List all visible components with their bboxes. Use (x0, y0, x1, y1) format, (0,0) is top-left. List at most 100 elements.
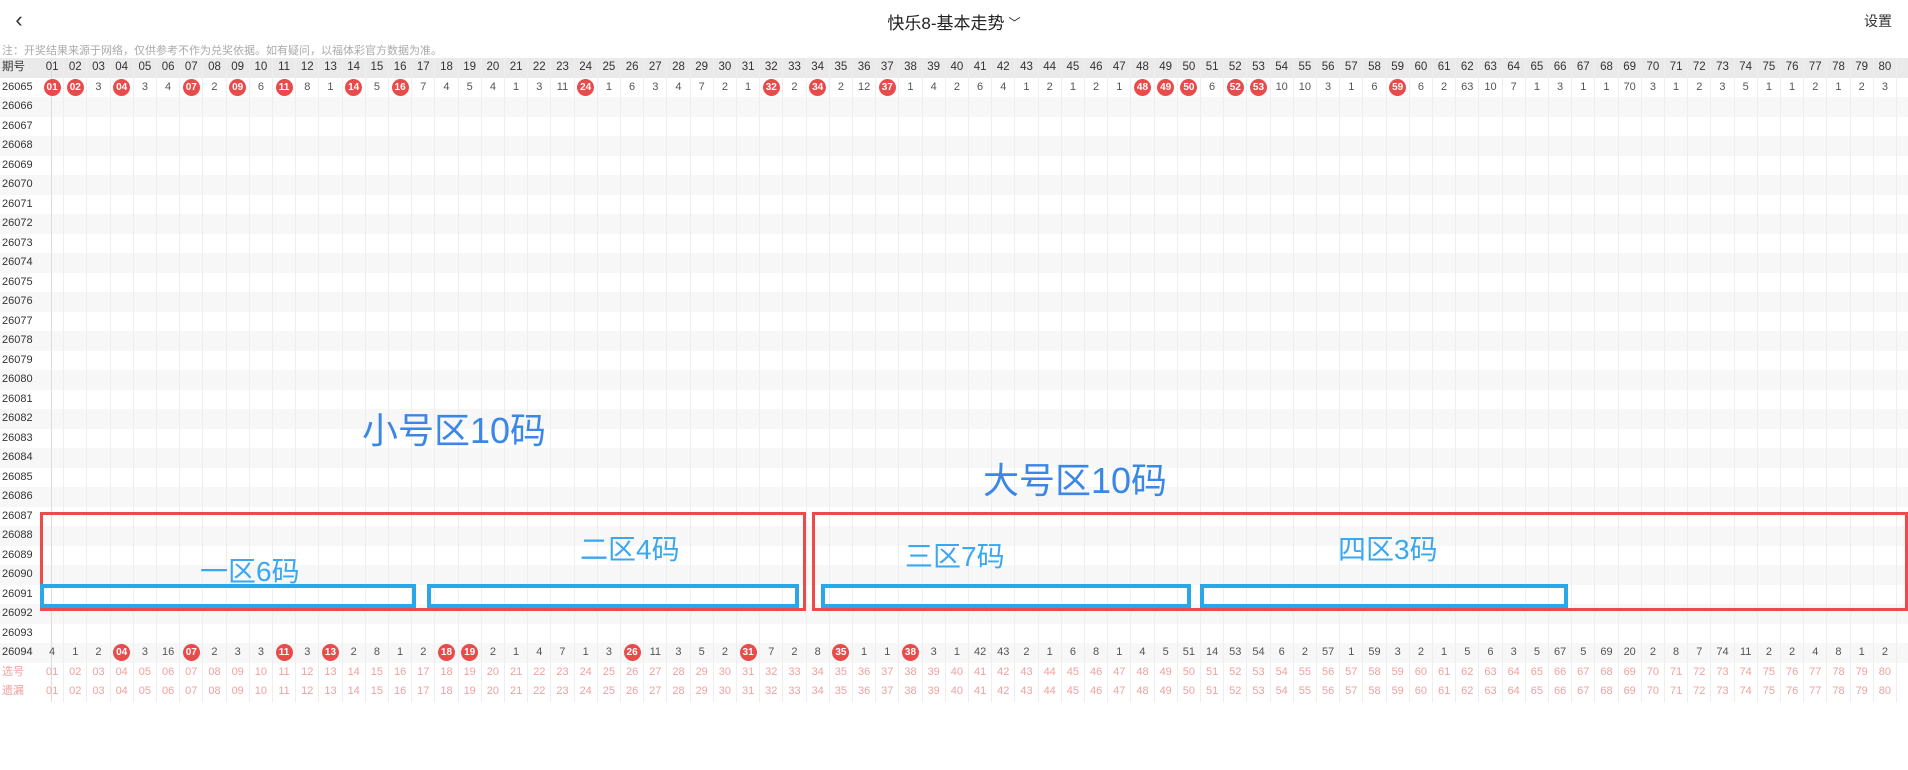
number-header-cell[interactable]: 74 (1735, 58, 1758, 78)
number-header-cell[interactable]: 76 (1781, 58, 1805, 78)
select-number-cell[interactable]: 56 (1317, 662, 1341, 682)
select-number-cell[interactable]: 24 (575, 682, 598, 702)
number-header-cell[interactable]: 02 (64, 58, 88, 78)
select-number-cell[interactable]: 71 (1665, 682, 1689, 702)
number-header-cell[interactable]: 42 (992, 58, 1016, 78)
number-header-cell[interactable]: 50 (1178, 58, 1201, 78)
select-number-cell[interactable]: 66 (1549, 662, 1573, 682)
select-number-cell[interactable]: 33 (783, 662, 807, 682)
select-number-cell[interactable]: 04 (111, 682, 134, 702)
back-button[interactable]: ‹ (6, 7, 32, 33)
number-header-cell[interactable]: 19 (459, 58, 482, 78)
select-number-cell[interactable]: 74 (1735, 662, 1758, 682)
select-number-cell[interactable]: 63 (1479, 682, 1503, 702)
select-number-cell[interactable]: 48 (1131, 662, 1155, 682)
select-number-cell[interactable]: 42 (992, 682, 1016, 702)
select-number-cell[interactable]: 50 (1178, 682, 1201, 702)
number-header-cell[interactable]: 07 (180, 58, 204, 78)
select-number-cell[interactable]: 44 (1039, 682, 1062, 702)
select-number-cell[interactable]: 79 (1851, 682, 1874, 702)
number-header-cell[interactable]: 37 (876, 58, 900, 78)
select-number-cell[interactable]: 54 (1271, 662, 1294, 682)
select-number-cell[interactable]: 59 (1387, 662, 1410, 682)
select-number-cell[interactable]: 19 (459, 682, 482, 702)
select-number-cell[interactable]: 04 (111, 662, 134, 682)
select-number-cell[interactable]: 60 (1410, 682, 1433, 702)
number-header-cell[interactable]: 47 (1108, 58, 1132, 78)
number-header-cell[interactable]: 48 (1131, 58, 1155, 78)
select-number-cell[interactable]: 45 (1062, 682, 1085, 702)
number-header-cell[interactable]: 57 (1340, 58, 1364, 78)
select-number-cell[interactable]: 16 (389, 682, 413, 702)
select-number-cell[interactable]: 29 (691, 682, 714, 702)
number-header-cell[interactable]: 46 (1085, 58, 1109, 78)
number-header-cell[interactable]: 73 (1711, 58, 1735, 78)
select-number-cell[interactable]: 51 (1201, 662, 1225, 682)
number-header-cell[interactable]: 53 (1247, 58, 1271, 78)
select-number-cell[interactable]: 12 (296, 682, 320, 702)
select-number-cell[interactable]: 80 (1874, 662, 1897, 682)
select-number-cell[interactable]: 67 (1572, 662, 1596, 682)
select-number-cell[interactable]: 05 (134, 682, 157, 702)
select-number-cell[interactable]: 45 (1062, 662, 1085, 682)
number-header-cell[interactable]: 17 (412, 58, 436, 78)
number-header-cell[interactable]: 23 (551, 58, 575, 78)
select-number-cell[interactable]: 26 (621, 662, 645, 682)
number-header-cell[interactable]: 72 (1688, 58, 1712, 78)
number-header-cell[interactable]: 70 (1642, 58, 1665, 78)
select-number-cell[interactable]: 16 (389, 662, 413, 682)
select-number-cell[interactable]: 26 (621, 682, 645, 702)
select-number-cell[interactable]: 52 (1224, 682, 1248, 702)
number-header-cell[interactable]: 25 (598, 58, 621, 78)
select-number-cell[interactable]: 41 (969, 682, 993, 702)
select-number-cell[interactable]: 32 (760, 682, 784, 702)
select-number-cell[interactable]: 07 (180, 662, 204, 682)
select-number-cell[interactable]: 55 (1294, 682, 1317, 702)
select-number-cell[interactable]: 46 (1085, 682, 1109, 702)
select-number-cell[interactable]: 09 (227, 662, 250, 682)
select-number-cell[interactable]: 22 (528, 662, 552, 682)
number-header-cell[interactable]: 75 (1758, 58, 1781, 78)
select-number-cell[interactable]: 49 (1155, 682, 1178, 702)
select-number-cell[interactable]: 47 (1108, 662, 1132, 682)
select-number-cell[interactable]: 17 (412, 682, 436, 702)
select-number-cell[interactable]: 52 (1224, 662, 1248, 682)
select-number-cell[interactable]: 40 (946, 682, 969, 702)
select-number-cell[interactable]: 19 (459, 662, 482, 682)
select-number-cell[interactable]: 55 (1294, 662, 1317, 682)
number-header-cell[interactable]: 41 (969, 58, 993, 78)
select-number-cell[interactable]: 58 (1363, 662, 1387, 682)
select-number-cell[interactable]: 50 (1178, 662, 1201, 682)
select-number-cell[interactable]: 10 (250, 682, 273, 702)
select-number-cell[interactable]: 23 (551, 682, 575, 702)
number-header-cell[interactable]: 62 (1456, 58, 1480, 78)
select-number-cell[interactable]: 62 (1456, 662, 1480, 682)
number-header-cell[interactable]: 69 (1619, 58, 1642, 78)
number-header-cell[interactable]: 32 (760, 58, 784, 78)
number-header-cell[interactable]: 49 (1155, 58, 1178, 78)
select-number-cell[interactable]: 56 (1317, 682, 1341, 702)
select-number-cell[interactable]: 64 (1503, 682, 1526, 702)
select-number-cell[interactable]: 48 (1131, 682, 1155, 702)
number-header-cell[interactable]: 03 (87, 58, 111, 78)
select-number-cell[interactable]: 70 (1642, 662, 1665, 682)
select-number-cell[interactable]: 10 (250, 662, 273, 682)
select-number-cell[interactable]: 11 (273, 662, 297, 682)
select-number-cell[interactable]: 31 (737, 682, 761, 702)
select-number-cell[interactable]: 03 (87, 662, 111, 682)
select-number-cell[interactable]: 24 (575, 662, 598, 682)
number-header-cell[interactable]: 05 (134, 58, 157, 78)
select-number-cell[interactable]: 27 (644, 662, 668, 682)
select-number-cell[interactable]: 38 (899, 662, 923, 682)
select-number-cell[interactable]: 09 (227, 682, 250, 702)
select-number-cell[interactable]: 44 (1039, 662, 1062, 682)
select-number-cell[interactable]: 12 (296, 662, 320, 682)
number-header-cell[interactable]: 10 (250, 58, 273, 78)
number-header-cell[interactable]: 40 (946, 58, 969, 78)
select-number-cell[interactable]: 01 (41, 662, 65, 682)
select-number-cell[interactable]: 20 (482, 662, 505, 682)
settings-button[interactable]: 设置 (1864, 13, 1892, 29)
select-number-cell[interactable]: 63 (1479, 662, 1503, 682)
number-header-cell[interactable]: 43 (1015, 58, 1039, 78)
select-number-cell[interactable]: 15 (366, 682, 389, 702)
